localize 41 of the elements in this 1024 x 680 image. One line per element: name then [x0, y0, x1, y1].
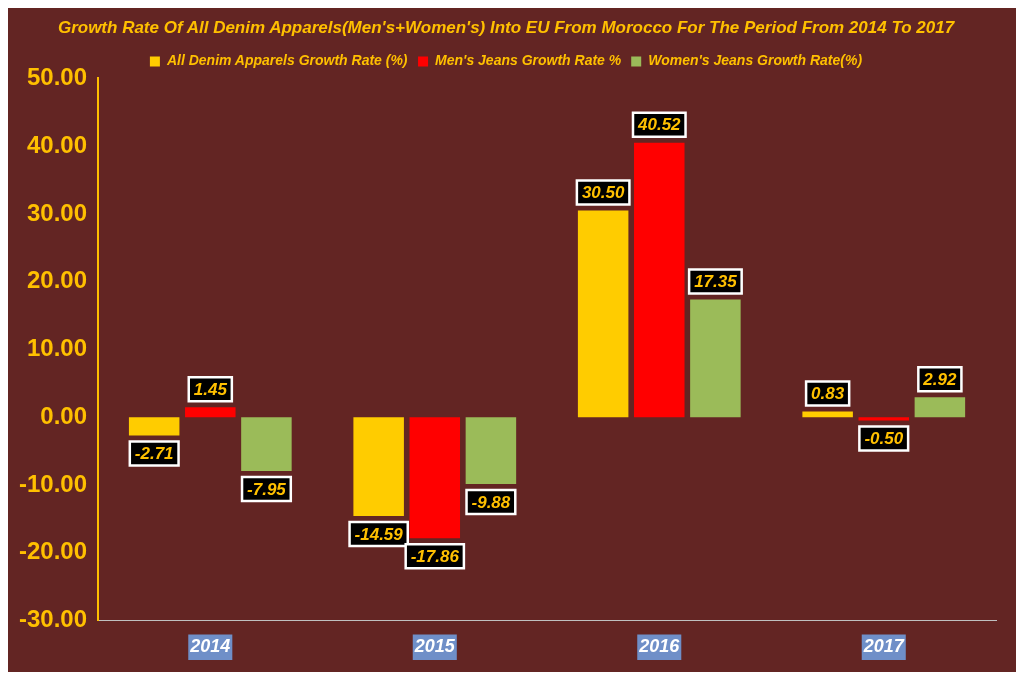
data-label: -0.50 [864, 429, 904, 449]
y-tick-label: -30.00 [18, 605, 88, 633]
y-tick-label: 40.00 [26, 130, 88, 158]
x-tick-label: 2017 [862, 636, 905, 657]
bar [577, 210, 629, 418]
data-label: 30.50 [581, 183, 625, 203]
x-tick-label: 2016 [638, 636, 681, 657]
bar [409, 417, 461, 539]
data-label: 17.35 [694, 272, 738, 292]
bar [353, 417, 404, 516]
bar [914, 397, 966, 418]
y-tick-label: -10.00 [18, 469, 88, 497]
y-tick-label: -20.00 [18, 537, 88, 565]
data-label: 1.45 [193, 380, 228, 400]
data-label: -17.86 [410, 546, 460, 566]
bar [185, 407, 236, 418]
chart-title: Growth Rate Of All Denim Apparels(Men's+Women's) Into EU From Morocco For The Period From 2014 To 2017 [57, 17, 956, 37]
data-label: 2.92 [922, 370, 957, 390]
bar [802, 411, 853, 418]
bar [690, 299, 741, 418]
legend-label: Men's Jeans Growth Rate % [435, 52, 622, 69]
legend-label: All Denim Apparels Growth Rate (%) [165, 52, 408, 69]
bar [634, 142, 685, 418]
data-label: -14.59 [354, 524, 404, 544]
x-tick-label: 2015 [413, 636, 456, 657]
y-tick-label: 10.00 [26, 334, 88, 362]
data-label: 40.52 [637, 115, 682, 135]
bar [465, 417, 517, 485]
data-label: -9.88 [471, 492, 511, 512]
y-tick-label: 50.00 [26, 63, 88, 91]
data-label: -7.95 [247, 479, 287, 499]
bar [241, 417, 292, 472]
y-tick-label: 20.00 [26, 266, 88, 294]
y-tick-label: 0.00 [40, 401, 88, 429]
data-label: 0.83 [811, 384, 845, 404]
y-tick-label: 30.00 [26, 198, 88, 226]
legend-label: Women's Jeans Growth Rate(%) [648, 52, 863, 69]
data-label: -2.71 [134, 444, 174, 464]
bar [128, 417, 180, 436]
bar [858, 417, 910, 421]
x-tick-label: 2014 [189, 636, 231, 657]
